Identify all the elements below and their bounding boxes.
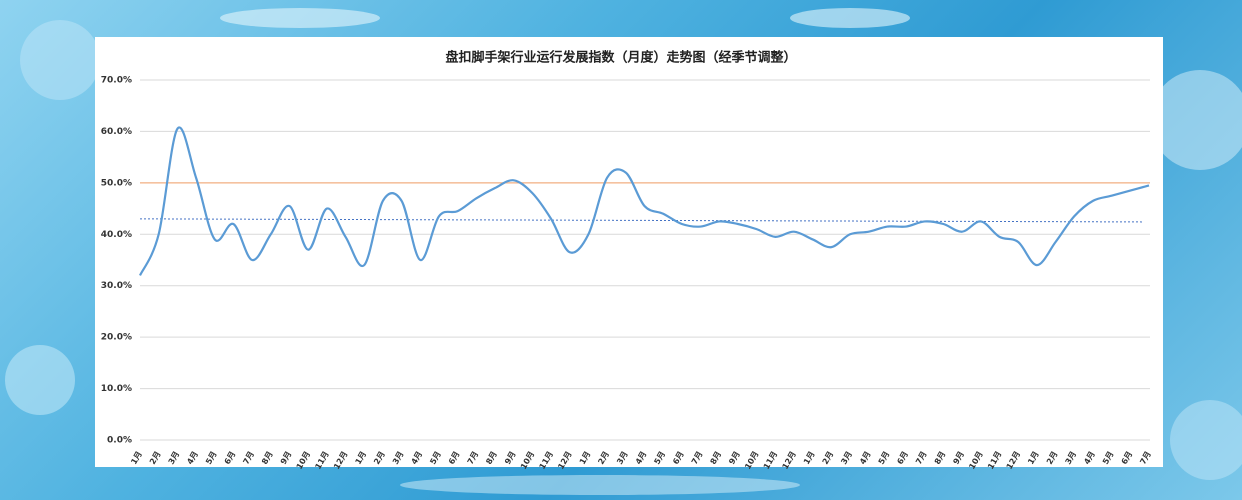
y-tick-label: 40.0% [101, 230, 132, 240]
y-tick-label: 50.0% [101, 178, 132, 188]
chart-title: 盘扣脚手架行业运行发展指数（月度）走势图（经季节调整） [445, 50, 796, 66]
data-line [138, 126, 1150, 276]
trendline [139, 218, 1143, 223]
y-tick-label: 70.0% [101, 76, 132, 86]
y-tick-label: 30.0% [101, 281, 132, 291]
y-tick-label: 10.0% [101, 384, 132, 394]
y-tick-label: 0.0% [107, 436, 132, 446]
y-tick-label: 60.0% [101, 127, 132, 137]
chart-panel [95, 37, 1163, 467]
y-tick-label: 20.0% [101, 333, 132, 343]
